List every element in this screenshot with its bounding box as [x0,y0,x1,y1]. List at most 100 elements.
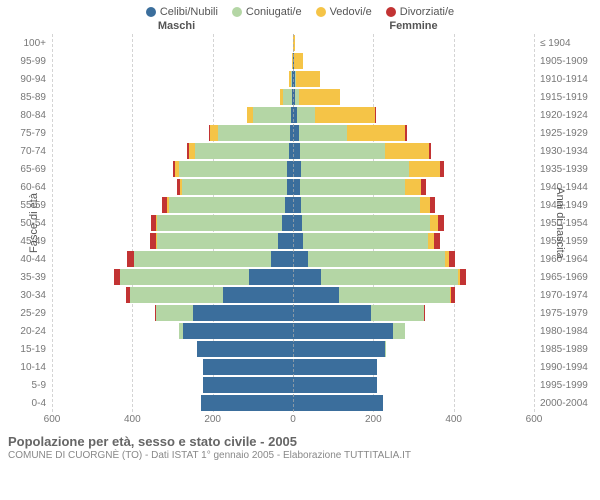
bar-segment [179,161,287,177]
birth-label: 1950-1954 [540,214,592,232]
bar-row [293,394,534,412]
bar-segment [293,179,300,195]
column-headers: Maschi Femmine [8,20,592,32]
bar-segment [430,215,437,231]
bar-row [52,106,293,124]
bar-segment [182,179,286,195]
bar-segment [405,179,421,195]
bar-row [293,52,534,70]
bar-row [293,340,534,358]
bar-segment [405,125,407,141]
bar-row [52,142,293,160]
bar-segment [293,143,300,159]
bar-segment [157,233,278,249]
bar-segment [339,287,449,303]
age-label: 90-94 [8,70,46,88]
bar-segment [197,341,293,357]
age-label: 100+ [8,34,46,52]
bar-row [52,304,293,322]
bar-row [52,358,293,376]
bar-segment [293,161,301,177]
bar-segment [385,143,429,159]
bar-segment [193,305,293,321]
birth-label: 1995-1999 [540,376,592,394]
bar-segment [282,215,293,231]
birth-label: 1920-1924 [540,106,592,124]
x-tick: 400 [124,414,141,425]
bar-segment [293,395,383,411]
bar-segment [218,125,290,141]
legend-swatch [232,7,242,17]
legend-label: Coniugati/e [246,6,302,18]
x-axis-female: 200400600 [293,414,534,428]
female-half [293,34,534,412]
y-axis-title-left: Fasce di età [28,193,40,253]
bar-segment [420,197,430,213]
bar-segment [223,287,293,303]
age-label: 80-84 [8,106,46,124]
x-axis-male: 6004002000 [52,414,293,428]
bar-segment [424,305,425,321]
birth-label: 2000-2004 [540,394,592,412]
bar-row [52,268,293,286]
bar-segment [297,107,315,123]
bar-segment [294,53,303,69]
bar-segment [293,269,321,285]
chart-subtitle: COMUNE DI CUORGNÈ (TO) - Dati ISTAT 1° g… [8,450,592,461]
bar-segment [285,197,293,213]
bar-segment [293,215,302,231]
bar-segment [315,107,375,123]
bar-row [293,286,534,304]
header-female: Femmine [295,20,532,32]
birth-label: 1965-1969 [540,268,592,286]
bar-segment [293,251,308,267]
age-label: 10-14 [8,358,46,376]
x-axis: 6004002000 200400600 [8,414,592,428]
bar-row [293,88,534,106]
bar-segment [451,287,455,303]
bar-row [52,178,293,196]
bar-row [52,232,293,250]
age-label: 15-19 [8,340,46,358]
bar-segment [449,251,455,267]
bar-row [52,394,293,412]
bar-row [293,376,534,394]
bar-segment [375,107,376,123]
bar-segment [321,269,458,285]
age-label: 0-4 [8,394,46,412]
legend: Celibi/NubiliConiugati/eVedovi/eDivorzia… [8,6,592,18]
bar-segment [130,287,222,303]
birth-label: ≤ 1904 [540,34,592,52]
birth-label: 1975-1979 [540,304,592,322]
birth-label: 1930-1934 [540,142,592,160]
bar-segment [438,215,444,231]
bar-segment [371,305,423,321]
bar-row [52,286,293,304]
bar-row [52,88,293,106]
bar-segment [430,197,436,213]
bar-segment [301,161,409,177]
age-label: 85-89 [8,88,46,106]
age-label: 20-24 [8,322,46,340]
age-label: 65-69 [8,160,46,178]
bar-row [293,124,534,142]
bar-segment [300,179,404,195]
bar-segment [201,395,293,411]
bar-row [293,34,534,52]
birth-label: 1970-1974 [540,286,592,304]
bar-row [52,376,293,394]
bar-segment [296,71,320,87]
bar-segment [271,251,293,267]
bar-row [52,124,293,142]
legend-label: Divorziati/e [400,6,454,18]
footer: Popolazione per età, sesso e stato civil… [8,434,592,461]
birth-label: 1945-1949 [540,196,592,214]
x-tick: 600 [44,414,61,425]
bar-segment [293,323,393,339]
bar-row [293,142,534,160]
bar-segment [347,125,405,141]
birth-label: 1935-1939 [540,160,592,178]
bar-segment [210,125,217,141]
bar-segment [385,341,386,357]
center-axis [293,34,294,412]
